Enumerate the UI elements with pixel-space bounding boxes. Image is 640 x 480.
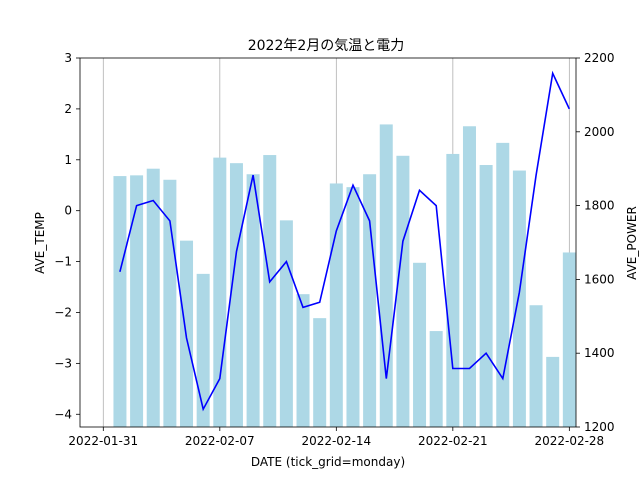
right-tick-label: 1800 [584, 199, 615, 213]
right-tick-label: 1600 [584, 272, 615, 286]
x-tick-label: 2022-02-07 [185, 434, 255, 448]
power-bar [496, 142, 510, 427]
x-tick-label: 2022-02-21 [418, 434, 488, 448]
right-axis-label: AVE_POWER [625, 206, 639, 280]
left-tick-label: 3 [64, 51, 72, 65]
left-tick-label: −1 [54, 255, 72, 269]
power-bar [130, 175, 144, 427]
power-bar [512, 170, 526, 428]
power-bar [413, 262, 427, 427]
power-bar [363, 174, 377, 427]
left-tick-label: −2 [54, 305, 72, 319]
power-bar [546, 356, 560, 427]
left-tick-label: 2 [64, 102, 72, 116]
power-bar [196, 273, 210, 427]
power-bar [346, 187, 360, 427]
x-tick-label: 2022-01-31 [68, 434, 138, 448]
x-axis-label: DATE (tick_grid=monday) [251, 455, 405, 469]
power-bar [113, 176, 127, 427]
power-bar [446, 153, 460, 427]
power-bar [163, 179, 177, 427]
left-tick-label: −3 [54, 356, 72, 370]
left-tick-label: 0 [64, 204, 72, 218]
power-bar [279, 220, 293, 427]
power-bar [313, 318, 327, 427]
power-bar [429, 331, 443, 427]
x-tick-label: 2022-02-14 [301, 434, 371, 448]
right-tick-label: 2200 [584, 51, 615, 65]
power-bar [296, 294, 310, 427]
power-bar [246, 174, 260, 427]
right-tick-label: 2000 [584, 125, 615, 139]
right-tick-label: 1400 [584, 346, 615, 360]
power-bar [229, 163, 243, 428]
power-bar [462, 126, 476, 427]
x-tick-label: 2022-02-28 [534, 434, 604, 448]
power-bar [146, 168, 160, 427]
power-bar [562, 252, 576, 427]
power-bar [529, 305, 543, 427]
temp-line [119, 70, 571, 412]
power-bar [263, 155, 277, 427]
power-bar [379, 124, 393, 428]
right-tick-label: 1200 [584, 420, 615, 434]
left-axis-label: AVE_TEMP [33, 212, 47, 274]
power-bar [396, 155, 410, 427]
chart-title: 2022年2月の気温と電力 [248, 38, 405, 54]
left-tick-label: −4 [54, 407, 72, 421]
power-bar [479, 165, 493, 427]
plot-frame [79, 57, 577, 428]
left-tick-label: 1 [64, 153, 72, 167]
